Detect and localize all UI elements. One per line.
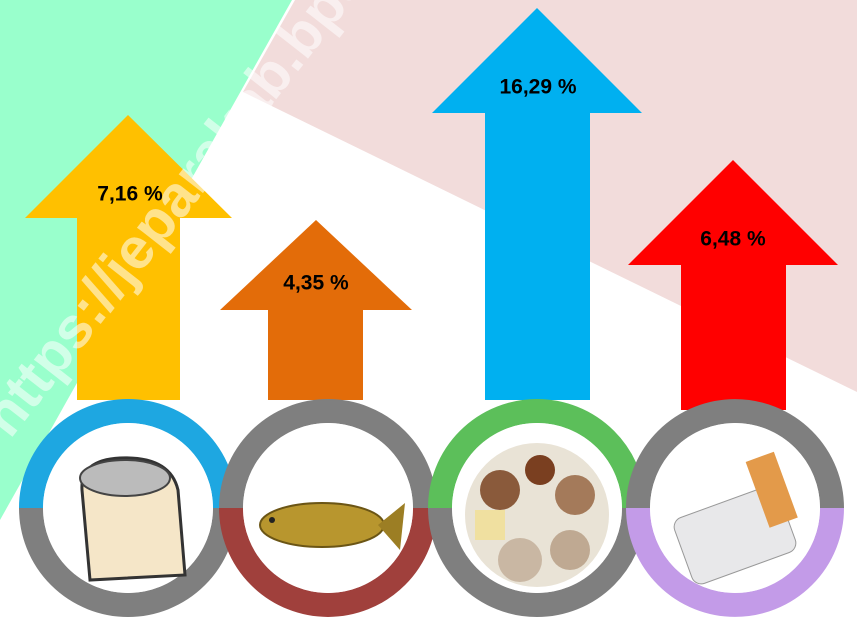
percent-label: 6,48 % xyxy=(700,228,766,251)
meatball-soup-icon xyxy=(465,443,609,587)
rice-sack-icon xyxy=(80,458,185,580)
percent-label: 16,29 % xyxy=(499,76,576,99)
percent-label: 4,35 % xyxy=(283,272,349,295)
infographic: 7,16 % 4,35 % 16,29 % 6,48 % https://jep… xyxy=(0,0,857,629)
page: 7,16 % 4,35 % 16,29 % 6,48 % https://jep… xyxy=(0,0,857,629)
